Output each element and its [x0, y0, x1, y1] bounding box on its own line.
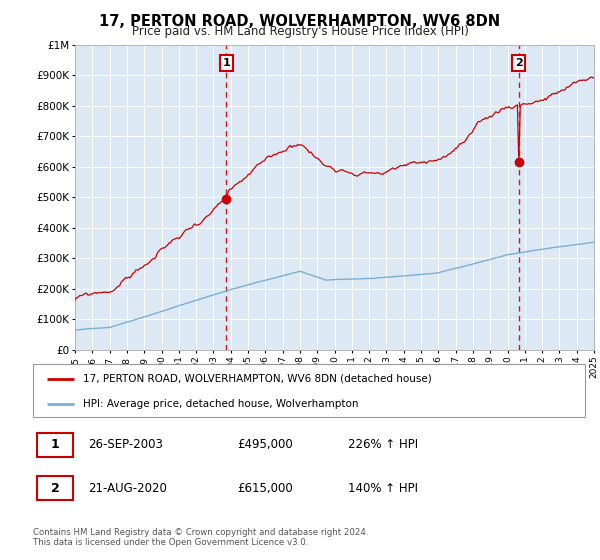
Text: Contains HM Land Registry data © Crown copyright and database right 2024.
This d: Contains HM Land Registry data © Crown c… — [33, 528, 368, 547]
Text: 1: 1 — [223, 58, 230, 68]
Text: 17, PERTON ROAD, WOLVERHAMPTON, WV6 8DN: 17, PERTON ROAD, WOLVERHAMPTON, WV6 8DN — [100, 14, 500, 29]
Text: Price paid vs. HM Land Registry's House Price Index (HPI): Price paid vs. HM Land Registry's House … — [131, 25, 469, 38]
Text: HPI: Average price, detached house, Wolverhampton: HPI: Average price, detached house, Wolv… — [83, 399, 358, 409]
Text: 140% ↑ HPI: 140% ↑ HPI — [347, 482, 418, 494]
Text: £495,000: £495,000 — [237, 438, 293, 451]
Text: 26-SEP-2003: 26-SEP-2003 — [88, 438, 163, 451]
Text: 2: 2 — [51, 482, 60, 494]
Text: 226% ↑ HPI: 226% ↑ HPI — [347, 438, 418, 451]
Bar — [37, 432, 73, 457]
Text: 17, PERTON ROAD, WOLVERHAMPTON, WV6 8DN (detached house): 17, PERTON ROAD, WOLVERHAMPTON, WV6 8DN … — [83, 374, 431, 384]
Text: £615,000: £615,000 — [237, 482, 293, 494]
Text: 2: 2 — [515, 58, 523, 68]
Bar — [37, 476, 73, 500]
Text: 21-AUG-2020: 21-AUG-2020 — [88, 482, 167, 494]
Text: 1: 1 — [51, 438, 60, 451]
